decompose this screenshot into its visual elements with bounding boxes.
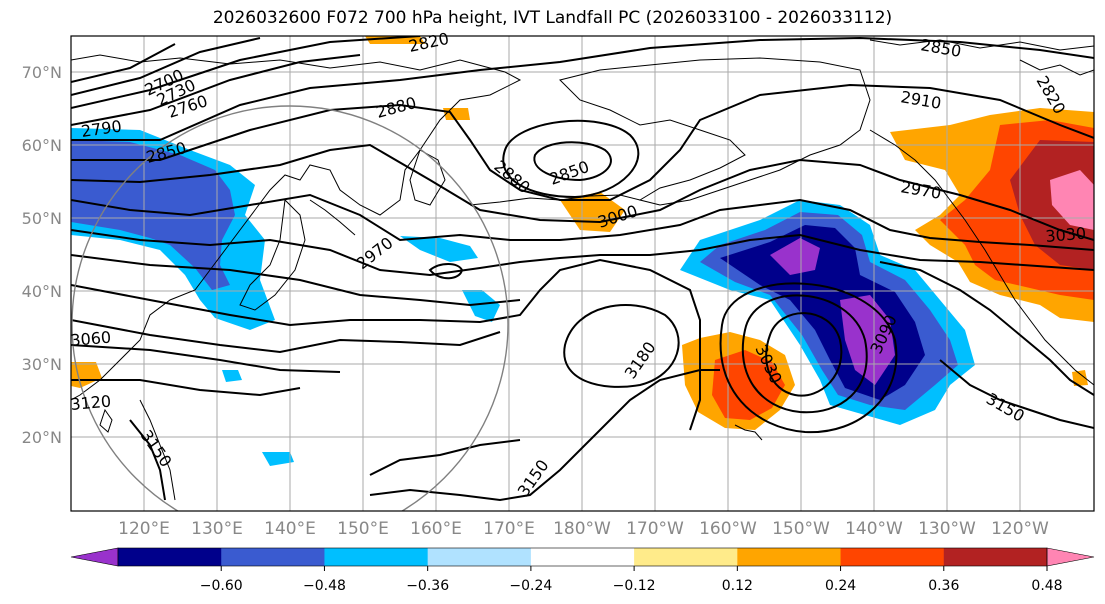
colorbar-tick-label: −0.36 [406,578,449,594]
colorbar-tick-label: 0.24 [825,578,856,594]
colorbar-frame [117,547,1048,567]
colorbar-tick-label: 0.36 [928,578,959,594]
colorbar-tick-label: 0.48 [1031,578,1062,594]
shade-cen-purple1 [770,238,820,275]
lat-label: 50°N [22,209,62,228]
contour-label: 3150 [514,456,553,500]
colorbar-tick-label: −0.60 [200,578,243,594]
colorbar-tick-label: −0.48 [303,578,346,594]
colorbar-segment [324,548,429,566]
lon-label: 140°W [845,519,903,539]
contour-label: 3150 [137,426,176,470]
lat-label: 40°N [22,282,62,301]
colorbar-segment [943,548,1048,566]
lon-label: 150°E [337,519,389,539]
lon-label: 120°W [991,519,1049,539]
lat-label: 60°N [22,136,62,155]
lon-label: 170°W [626,519,684,539]
colorbar-tick-label: −0.24 [509,578,552,594]
coast-kuriles [309,199,356,236]
shade-small-orange5 [1072,370,1088,386]
lat-label: 20°N [22,428,62,447]
shade-west-small-lb3 [262,452,294,466]
shade-west-small-lb2 [462,290,500,322]
shade-small-orange2 [443,108,470,120]
colorbar-segment [118,548,222,566]
lat-label: 30°N [22,355,62,374]
contour-label: 3030 [1045,224,1087,246]
colorbar-tick-label: 0.12 [722,578,753,594]
contour-label: 2850 [547,157,592,189]
colorbar-segment [221,548,325,566]
lon-label: 180°W [553,519,611,539]
contour-label: 2820 [407,29,451,56]
colorbar-segment [427,548,532,566]
shade-west-small-lb4 [222,370,242,382]
figure-title: 2026032600 F072 700 hPa height, IVT Land… [212,8,893,28]
coast-japan [239,198,306,311]
lon-label: 130°E [191,519,243,539]
coast-alaska [559,57,871,206]
colorbar-segment [840,548,945,566]
colorbar-segment [530,548,635,566]
lon-labels: 120°E 130°E 140°E 150°E 160°E 170°E 180°… [118,519,1049,539]
lon-label: 170°E [483,519,535,539]
lat-labels: 70°N 60°N 50°N 40°N 30°N 20°N [22,63,62,447]
contour-label: 3120 [70,392,112,414]
height-contours [71,36,1094,502]
colorbar-right-extend [1046,547,1095,567]
colorbar: −0.60 −0.48 −0.36 −0.24 −0.12 0.12 0.24 0.36 0.4… [70,547,1095,594]
coast-philippines [139,399,176,501]
colorbar-left-extend [70,547,119,567]
coast-arctic-na [869,39,1094,51]
shade-west-small-lb [400,236,478,262]
coast-asia [71,54,522,401]
map-frame [70,35,1095,512]
lon-label: 150°W [772,519,830,539]
coast-taiwan [99,408,113,433]
coast-kamchatka [409,149,446,206]
colorbar-tick-label: −0.12 [613,578,656,594]
coast-islands-ne [1019,59,1094,76]
coast-hawaii [734,424,763,441]
contour-label: 3180 [621,338,660,382]
lon-label: 160°E [410,519,462,539]
coastlines [71,39,1094,501]
colorbar-segment [737,548,842,566]
contour-label: 2880 [374,93,418,122]
shade-na-pink [1050,170,1094,230]
contour-label: 3150 [983,389,1028,426]
lat-label: 70°N [22,63,62,82]
colorbar-segment [634,548,738,566]
lon-label: 120°E [118,519,170,539]
radius-circle [71,105,509,511]
contour-label: 2850 [919,35,962,61]
shade-small-orange4 [71,362,102,388]
lon-label: 140°E [264,519,316,539]
contour-label: 2910 [899,87,942,113]
contour-label: 3060 [70,328,112,350]
lon-label: 130°W [918,519,976,539]
lon-label: 160°W [699,519,757,539]
